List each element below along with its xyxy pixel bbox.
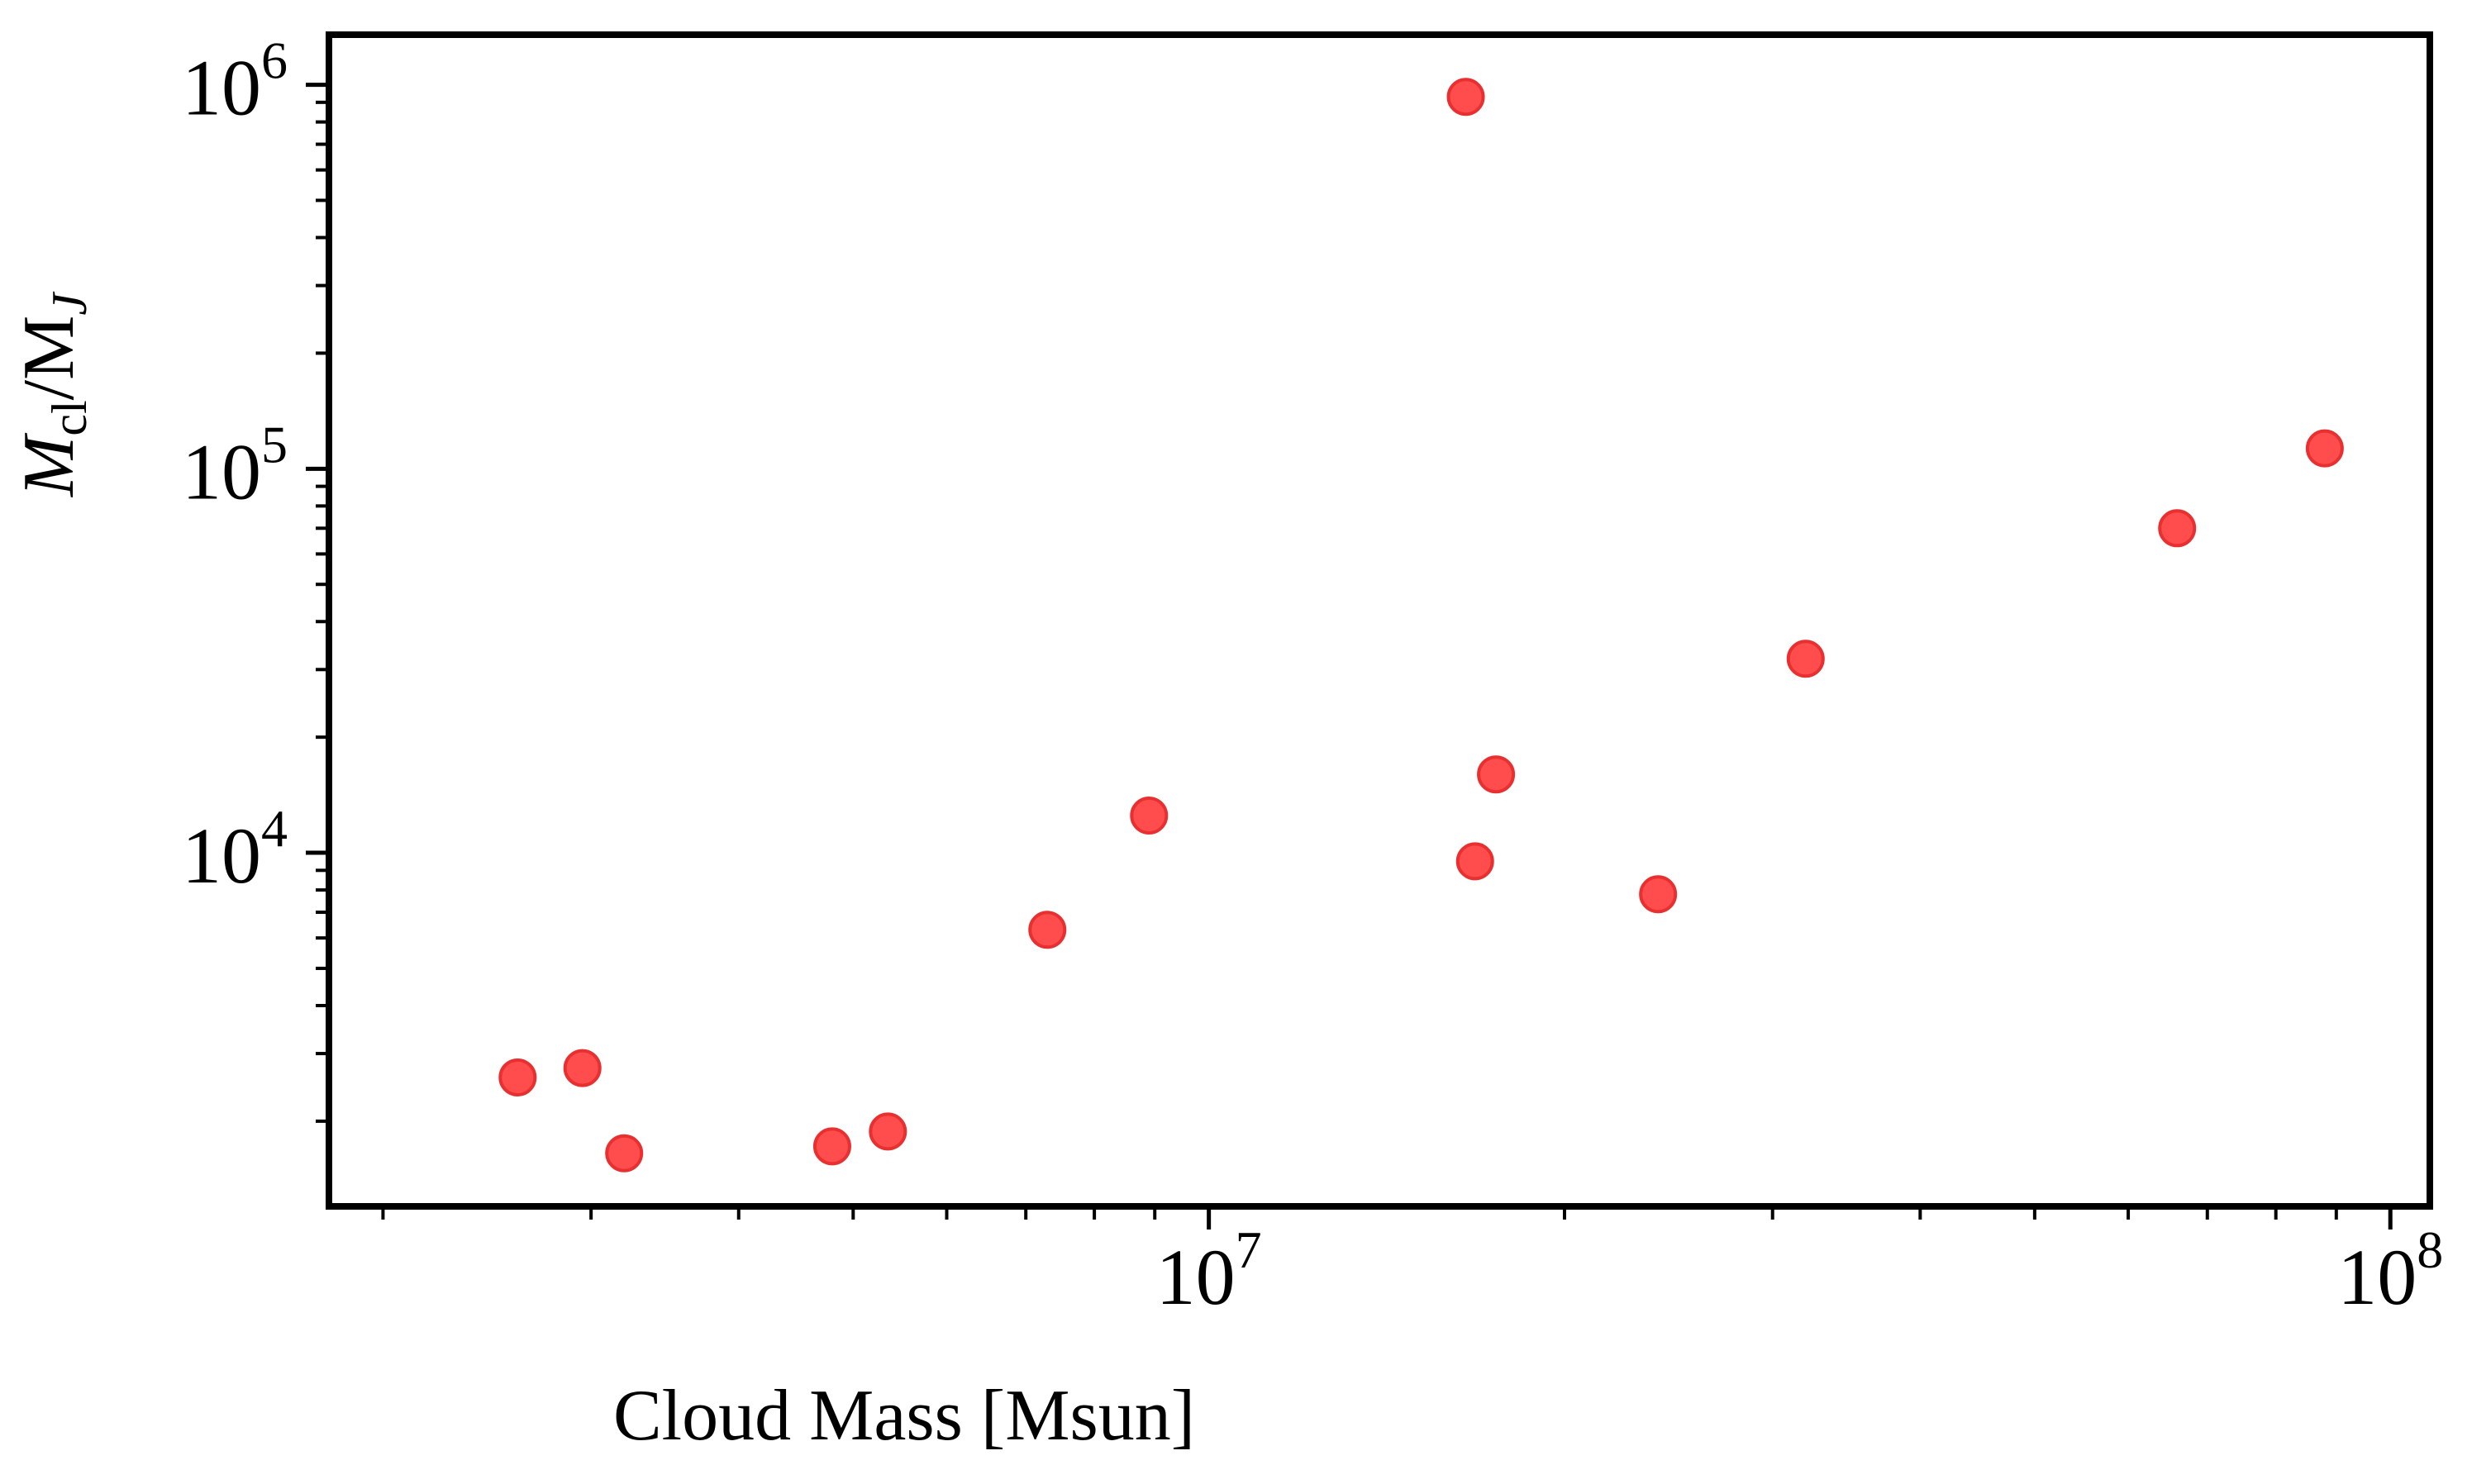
- minor-ticks: [316, 100, 2338, 1220]
- y-axis-label-sep: /M: [9, 316, 89, 401]
- y-tick-label: 106: [182, 31, 288, 132]
- y-axis-label-sub2: J: [42, 292, 97, 316]
- data-point: [812, 1127, 851, 1166]
- x-tick-label: 107: [1156, 1220, 1262, 1321]
- data-point: [869, 1112, 907, 1151]
- data-point: [1446, 78, 1485, 117]
- x-tick-label: 108: [2337, 1220, 2443, 1321]
- y-axis-label: Mcl/MJ: [9, 292, 97, 498]
- plot-frame: [326, 31, 2433, 1210]
- data-point: [1639, 875, 1678, 914]
- data-point: [563, 1049, 602, 1087]
- data-point: [1130, 797, 1169, 835]
- tick-labels: 107 108 104 105 106: [182, 31, 2443, 1321]
- data-point: [2158, 509, 2197, 548]
- y-tick-label: 105: [182, 415, 288, 516]
- data-point: [1028, 911, 1067, 949]
- y-tick-label: 104: [182, 799, 288, 900]
- y-axis-label-sub: cl: [42, 400, 97, 435]
- major-ticks: [306, 83, 2393, 1230]
- data-point: [1455, 842, 1494, 881]
- data-point: [1477, 755, 1516, 794]
- data-point: [498, 1058, 537, 1096]
- data-points: [498, 78, 2344, 1172]
- data-point: [605, 1134, 644, 1172]
- y-axis-label-main: M: [9, 432, 89, 498]
- x-axis-label: Cloud Mass [Msun]: [613, 1376, 1195, 1456]
- data-point: [2305, 429, 2344, 468]
- data-point: [1786, 640, 1825, 678]
